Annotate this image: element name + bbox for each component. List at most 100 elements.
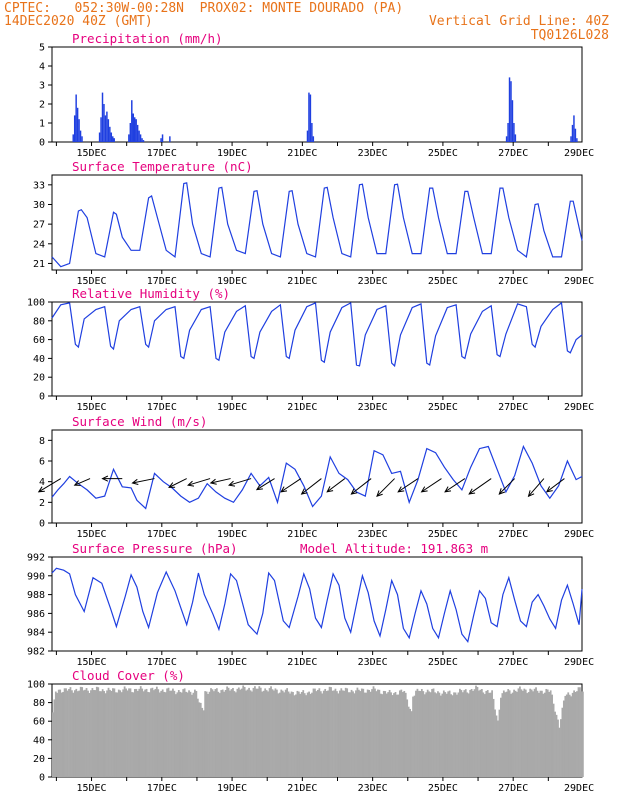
- cloud-bar: [428, 691, 431, 777]
- temperature-xtick-label: 29DEC: [564, 276, 594, 287]
- precip-ytick-label: 4: [39, 62, 45, 73]
- cloud-bar: [495, 715, 498, 777]
- humidity-xtick-label: 19DEC: [217, 402, 247, 413]
- precip-bar: [574, 128, 577, 142]
- cloud-bar: [144, 689, 147, 777]
- cloud-bar: [328, 686, 331, 777]
- wind-title: Surface Wind (m/s): [72, 414, 207, 429]
- cloud-bar: [195, 690, 198, 777]
- wind-vector-arrowhead: [255, 484, 263, 491]
- cloud-bar: [169, 690, 171, 777]
- cloud-ytick-label: 20: [33, 754, 45, 765]
- cloud-bar: [104, 693, 107, 777]
- cloud-bar: [410, 711, 413, 777]
- cloud-bar: [215, 688, 218, 777]
- cloud-bar: [65, 688, 67, 777]
- cloud-bar: [429, 692, 432, 777]
- cloud-bar: [251, 691, 253, 777]
- cloud-bar: [315, 691, 318, 777]
- cloud-bar: [397, 694, 400, 777]
- cloud-bar: [457, 692, 460, 777]
- cloud-bar: [331, 690, 334, 777]
- cloud-bar: [456, 694, 458, 777]
- temperature-xtick-label: 15DEC: [76, 276, 106, 287]
- cloud-bar: [232, 687, 234, 777]
- cloud-bar: [451, 695, 454, 777]
- cloud-bar: [365, 692, 368, 777]
- wind-ytick-label: 4: [39, 477, 45, 488]
- cloud-bar: [224, 689, 227, 777]
- cloud-bar: [57, 689, 60, 777]
- cloud-bar: [349, 692, 351, 777]
- cloud-bar: [330, 687, 332, 777]
- cloud-bar: [387, 692, 390, 777]
- pressure-xtick-label: 21DEC: [287, 657, 317, 668]
- cloud-bar: [577, 687, 580, 777]
- precip-bar: [169, 136, 171, 142]
- precip-bar: [98, 132, 101, 142]
- cloud-bar: [160, 690, 163, 777]
- cloud-bar: [511, 692, 514, 777]
- cloud-bar: [347, 692, 350, 777]
- cloud-xtick-label: 17DEC: [147, 783, 177, 794]
- precip-xtick-label: 15DEC: [76, 148, 106, 159]
- cloud-bar: [554, 711, 556, 777]
- cloud-bar: [488, 692, 491, 777]
- cloud-bar: [136, 690, 139, 777]
- cloud-bar: [97, 687, 100, 777]
- cloud-bar: [248, 687, 250, 777]
- cloud-bar: [223, 691, 226, 777]
- humidity-xtick-label: 25DEC: [428, 402, 458, 413]
- cloud-bar: [353, 693, 356, 777]
- cloud-bar: [374, 688, 376, 777]
- cloud-bar: [467, 693, 470, 777]
- cloud-bar: [548, 691, 551, 777]
- cloud-bar: [114, 692, 117, 777]
- wind-vector-arrow: [326, 478, 346, 493]
- wind-vector-arrow: [74, 478, 91, 486]
- cloud-bar: [287, 691, 290, 777]
- cloud-bar: [415, 690, 417, 777]
- cloud-bar: [552, 703, 555, 777]
- precip-bar: [306, 130, 309, 142]
- cloud-bar: [469, 689, 472, 777]
- precip-title: Precipitation (mm/h): [72, 31, 223, 46]
- wind-vector-arrowhead: [326, 486, 334, 493]
- cloud-bar: [62, 691, 65, 777]
- cloud-bar: [265, 690, 268, 777]
- header-date: 14DEC2020 40Z (GMT): [4, 14, 153, 29]
- cloud-bar: [337, 693, 340, 777]
- cloud-bar: [426, 689, 429, 777]
- precip-bar: [312, 136, 315, 142]
- cloud-bar: [172, 688, 174, 777]
- cloud-bar: [541, 690, 543, 777]
- cloud-bar: [479, 689, 482, 777]
- cloud-bar: [359, 691, 362, 777]
- cloud-bar: [398, 690, 401, 777]
- wind-vector-arrow: [168, 478, 187, 488]
- cloud-bar: [396, 694, 398, 777]
- precip-bar: [101, 92, 104, 142]
- wind-xtick-label: 25DEC: [428, 529, 458, 540]
- cloud-bar: [435, 693, 438, 777]
- wind-vector-arrow: [528, 478, 545, 497]
- cloud-bar: [237, 687, 240, 777]
- cloud-bar: [535, 687, 537, 777]
- humidity-series-line: [51, 301, 583, 368]
- temperature-ytick-label: 24: [33, 239, 45, 250]
- cloud-bar: [441, 693, 444, 777]
- precip-bar: [160, 138, 162, 142]
- cloud-ytick-label: 80: [33, 698, 45, 709]
- cloud-bar: [571, 692, 574, 777]
- pressure-xtick-label: 27DEC: [498, 657, 528, 668]
- wind-vector-arrow: [421, 478, 442, 493]
- cloud-bar: [183, 688, 186, 777]
- cloud-bar: [423, 694, 426, 777]
- wind-vector-arrowhead: [73, 480, 81, 486]
- wind-vector-arrow: [397, 478, 419, 493]
- cloud-xtick-label: 25DEC: [428, 783, 458, 794]
- cloud-bar: [297, 691, 300, 777]
- cloud-bar: [277, 693, 280, 777]
- temperature-title: Surface Temperature (nC): [72, 159, 253, 174]
- cloud-bar: [174, 694, 177, 777]
